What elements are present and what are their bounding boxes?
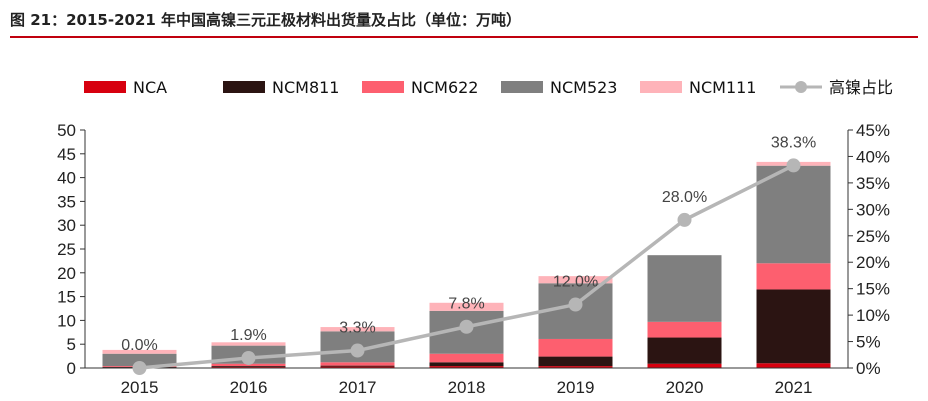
bar-segment-ncm523 (647, 255, 722, 322)
share-data-label: 0.0% (121, 337, 157, 354)
right-tick-label: 45% (856, 121, 890, 140)
legend-swatch-ncm811 (223, 81, 265, 93)
x-tick-label: 2018 (448, 378, 486, 397)
legend: NCA NCM811 NCM622 NCM523 NCM111 高镍占比 (84, 78, 893, 97)
right-tick-label: 25% (856, 227, 890, 246)
left-tick-label: 0 (67, 359, 76, 378)
right-tick-label: 20% (856, 253, 890, 272)
figure-title: 图 21：2015-2021 年中国高镍三元正极材料出货量及占比（单位：万吨） (10, 11, 522, 29)
share-data-label: 38.3% (771, 134, 816, 151)
bar-segment-ncm111 (320, 327, 395, 332)
right-tick-label: 0% (856, 359, 881, 378)
share-point (459, 319, 474, 334)
left-tick-label: 15 (57, 288, 76, 307)
bar-segment-ncm622 (429, 353, 504, 363)
left-tick-label: 40 (57, 169, 76, 188)
bar-segment-ncm811 (538, 356, 613, 367)
bar-segment-ncm622 (756, 263, 831, 290)
right-tick-label: 10% (856, 306, 890, 325)
bar-segment-ncm622 (320, 362, 395, 366)
left-tick-label: 35 (57, 192, 76, 211)
share-point (241, 350, 256, 365)
share-point (132, 361, 147, 375)
x-tick-label: 2019 (557, 378, 595, 397)
bar-segment-ncm111 (538, 276, 613, 284)
x-tick-label: 2017 (339, 378, 377, 397)
x-tick-label: 2015 (121, 378, 159, 397)
bar-segment-ncm523 (102, 353, 177, 367)
legend-swatch-ncm523 (501, 81, 543, 93)
legend-swatch-ncm111 (640, 81, 682, 93)
bar-segment-ncm111 (211, 342, 286, 346)
bar-segment-ncm111 (102, 349, 177, 354)
legend-swatch-ncm622 (362, 81, 404, 93)
right-axis: 0% 5% 10% 15% 20% 25% 30% 35% 40% 45% (847, 121, 890, 378)
share-data-label: 28.0% (662, 189, 707, 206)
right-tick-label: 35% (856, 174, 890, 193)
legend-label-ncm622: NCM622 (411, 78, 478, 97)
legend-label-nca: NCA (133, 78, 167, 97)
share-line: 0.0% 1.9% 3.3% 7.8% 12.0% 28.0% 38.3% (121, 134, 816, 375)
bar-segment-ncm523 (756, 165, 831, 264)
right-tick-label: 15% (856, 280, 890, 299)
title-rule (10, 36, 918, 38)
bar-segment-ncm811 (756, 289, 831, 364)
bar-segment-nca (429, 366, 504, 368)
bar-segment-ncm811 (647, 337, 722, 364)
left-tick-label: 5 (67, 335, 76, 354)
x-tick-label: 2020 (666, 378, 704, 397)
share-data-label: 1.9% (230, 327, 266, 344)
left-tick-label: 10 (57, 311, 76, 330)
share-data-label: 12.0% (553, 274, 598, 291)
right-tick-label: 40% (856, 147, 890, 166)
share-point (786, 158, 801, 173)
left-tick-label: 25 (57, 240, 76, 259)
legend-label-share: 高镍占比 (829, 78, 893, 97)
right-tick-label: 30% (856, 200, 890, 219)
bar-segment-ncm622 (647, 321, 722, 338)
bar-segment-ncm811 (320, 365, 395, 367)
legend-label-ncm811: NCM811 (272, 78, 339, 97)
left-axis: 0 5 10 15 20 25 30 35 40 45 50 (57, 121, 86, 378)
bar-segment-ncm811 (429, 362, 504, 367)
share-point (568, 297, 583, 312)
legend-label-ncm111: NCM111 (689, 78, 756, 97)
legend-marker-share (795, 81, 807, 93)
left-tick-label: 50 (57, 121, 76, 140)
bar-segment-nca (756, 363, 831, 368)
x-tick-label: 2021 (775, 378, 813, 397)
x-tick-label: 2016 (230, 378, 268, 397)
left-tick-label: 30 (57, 216, 76, 235)
bars (102, 161, 831, 368)
bar-segment-ncm811 (211, 366, 286, 368)
left-tick-label: 20 (57, 264, 76, 283)
right-tick-label: 5% (856, 333, 881, 352)
x-axis: 2015 2016 2017 2018 2019 2020 2021 (85, 367, 848, 397)
bar-segment-ncm622 (538, 338, 613, 357)
left-tick-label: 45 (57, 145, 76, 164)
share-data-label: 7.8% (448, 296, 484, 313)
share-point (677, 212, 692, 227)
legend-swatch-nca (84, 81, 126, 93)
share-point (350, 343, 365, 358)
bar-segment-nca (647, 363, 722, 368)
bar-segment-ncm111 (429, 302, 504, 311)
bar-segment-nca (320, 366, 395, 368)
bar-segment-nca (538, 366, 613, 368)
share-data-label: 3.3% (339, 320, 375, 337)
legend-label-ncm523: NCM523 (550, 78, 617, 97)
